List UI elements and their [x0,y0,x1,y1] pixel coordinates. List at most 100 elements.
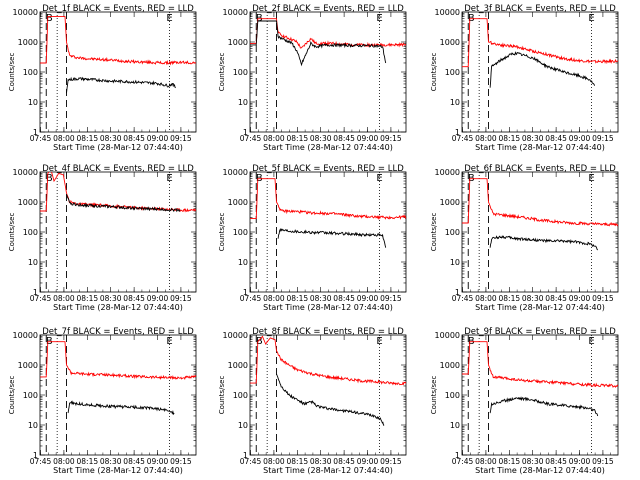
series-group [250,18,406,67]
interval-marker-e: E [588,13,594,24]
events-series-line [67,400,175,416]
y-tick-label: 10 [28,98,38,107]
x-tick-label: 08:30 [522,457,544,466]
y-tick-label: 100 [23,391,38,400]
y-tick-label: 1 [33,128,38,137]
x-tick-label: 07:45 [452,457,474,466]
series-group [40,172,196,213]
x-axis-label: Start Time (28-Mar-12 07:44:40) [263,143,393,152]
x-tick-label: 08:15 [287,134,309,143]
interval-marker-b: B [256,336,263,347]
x-tick-label: 08:30 [522,134,544,143]
events-series-line [489,51,596,88]
y-tick-label: 1000 [440,198,460,207]
y-tick-label: 100 [233,391,248,400]
x-tick-label: 08:30 [522,294,544,303]
x-tick-label: 07:45 [240,457,262,466]
x-tick-label: 08:30 [100,457,122,466]
x-tick-label: 07:45 [30,294,52,303]
x-tick-label: 08:30 [310,294,332,303]
x-tick-label: 08:45 [545,294,567,303]
plot-frame [461,171,619,293]
y-tick-label: 100 [23,68,38,77]
interval-marker-e: E [166,13,172,24]
x-tick-label: 08:15 [287,457,309,466]
y-tick-label: 1 [33,451,38,460]
x-tick-label: 07:45 [30,457,52,466]
series-group [462,178,618,251]
events-series-line [66,194,181,213]
x-tick-label: 08:30 [100,134,122,143]
y-tick-label: 10000 [13,8,38,17]
x-tick-label: 08:45 [123,457,145,466]
series-group [462,18,618,88]
x-tick-label: 09:00 [569,457,591,466]
panel-title: Det_7f BLACK = Events, RED = LLD [42,327,194,337]
lld-series-line [250,335,406,386]
x-tick-label: 07:45 [452,294,474,303]
panel-title: Det_9f BLACK = Events, RED = LLD [464,327,616,337]
x-tick-label: 07:45 [240,294,262,303]
y-tick-label: 1000 [18,38,38,47]
x-tick-label: 08:30 [100,294,122,303]
x-tick-label: 09:15 [380,457,402,466]
x-tick-label: 09:00 [147,294,169,303]
lld-series-line [250,178,406,221]
y-axis-label: Counts/sec [8,376,16,415]
x-tick-label: 09:15 [380,294,402,303]
x-tick-label: 09:15 [170,294,192,303]
x-tick-label: 08:45 [333,457,355,466]
y-tick-label: 100 [445,68,460,77]
x-axis-label: Start Time (28-Mar-12 07:44:40) [53,303,183,312]
panel: Det_2f BLACK = Events, RED = LLD 1 10 100 10… [218,4,407,152]
plot-frame [39,171,197,293]
x-tick-label: 08:15 [499,457,521,466]
panel-title: Det_4f BLACK = Events, RED = LLD [42,164,194,174]
x-tick-label: 08:45 [545,134,567,143]
x-tick-label: 09:00 [147,457,169,466]
panel: Det_1f BLACK = Events, RED = LLD 1 10 100 10… [8,4,197,152]
y-tick-label: 100 [233,68,248,77]
x-tick-label: 08:00 [53,294,75,303]
y-tick-label: 1000 [18,361,38,370]
x-tick-label: 08:45 [123,134,145,143]
panel: Det_8f BLACK = Events, RED = LLD 1 10 100 10… [218,327,407,475]
y-axis-label: Counts/sec [218,213,226,252]
x-tick-label: 08:30 [310,134,332,143]
y-axis-label: Counts/sec [218,53,226,92]
x-tick-label: 08:00 [475,294,497,303]
panel: Det_3f BLACK = Events, RED = LLD 1 10 100 10… [430,4,619,152]
interval-marker-e: E [588,336,594,347]
panel: Det_9f BLACK = Events, RED = LLD 1 10 100 10… [430,327,619,475]
x-tick-label: 08:00 [263,294,285,303]
y-axis-label: Counts/sec [430,53,438,92]
series-group [250,335,406,426]
x-tick-label: 08:15 [287,294,309,303]
y-tick-label: 10 [450,258,460,267]
y-tick-label: 1 [455,451,460,460]
x-axis-label: Start Time (28-Mar-12 07:44:40) [475,466,605,475]
panel-title: Det_5f BLACK = Events, RED = LLD [252,164,404,174]
y-axis-label: Counts/sec [8,53,16,92]
y-tick-label: 10000 [13,331,38,340]
interval-marker-b: B [46,13,53,24]
plot-frame [39,11,197,133]
panel-title: Det_1f BLACK = Events, RED = LLD [42,4,194,14]
lld-series-line [462,18,618,68]
panel: Det_6f BLACK = Events, RED = LLD 1 10 100 10… [430,164,619,312]
y-tick-label: 1 [455,128,460,137]
x-tick-label: 07:45 [30,134,52,143]
panel-title: Det_8f BLACK = Events, RED = LLD [252,327,404,337]
x-tick-label: 08:45 [123,294,145,303]
x-tick-label: 08:00 [263,134,285,143]
y-tick-label: 1 [243,288,248,297]
x-axis-label: Start Time (28-Mar-12 07:44:40) [263,303,393,312]
x-tick-label: 08:30 [310,457,332,466]
y-axis-label: Counts/sec [8,213,16,252]
x-tick-label: 09:15 [592,457,614,466]
x-tick-label: 08:45 [333,294,355,303]
y-tick-label: 1000 [228,38,248,47]
y-tick-label: 10000 [435,331,460,340]
y-axis-label: Counts/sec [218,376,226,415]
